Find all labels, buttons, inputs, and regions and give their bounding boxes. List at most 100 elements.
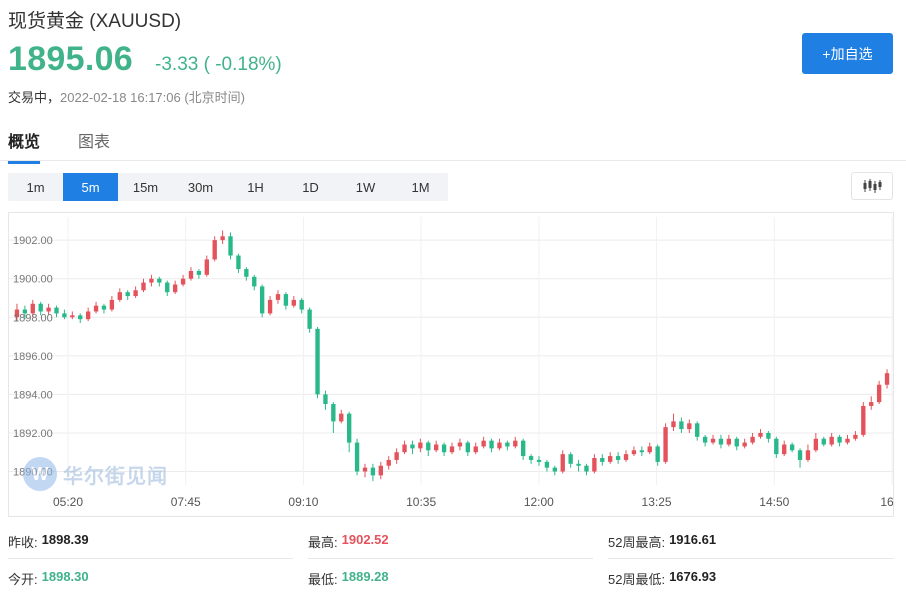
x-tick-label: 14:50	[759, 495, 789, 509]
period-1h[interactable]: 1H	[247, 179, 264, 195]
candle-body	[623, 454, 629, 460]
candle-body	[101, 305, 107, 310]
candle-body	[157, 278, 162, 283]
chart-type-button[interactable]	[851, 172, 893, 200]
candle-body	[513, 440, 518, 447]
candle-body	[876, 384, 882, 403]
candle-body	[22, 309, 28, 314]
stat-open: 今开: 1898.30	[8, 569, 89, 588]
candle-body	[370, 467, 376, 476]
candle-body	[78, 315, 83, 320]
candle-body	[702, 436, 708, 443]
candle-body	[125, 292, 130, 297]
candle-body	[70, 315, 75, 318]
candle-body	[734, 438, 739, 447]
candle-body	[378, 465, 383, 476]
tab-overview[interactable]: 概览	[8, 128, 41, 164]
candle-body	[14, 309, 20, 318]
candle-body	[813, 438, 819, 451]
candle-body	[821, 438, 826, 445]
candle-body	[331, 404, 336, 422]
candle-body	[259, 286, 265, 314]
period-1d[interactable]: 1D	[302, 179, 319, 195]
period-selector: 1m 5m 15m 30m 1H 1D 1W 1M	[8, 173, 448, 201]
x-tick-label: 10:35	[406, 495, 436, 509]
candle-body	[576, 463, 581, 466]
add-watchlist-button[interactable]: +加自选	[802, 33, 893, 74]
stat-value: 1916.61	[669, 532, 717, 547]
candle-body	[489, 440, 494, 449]
candle-body	[473, 446, 478, 453]
period-1w[interactable]: 1W	[355, 179, 376, 195]
tab-bar: 概览 图表	[8, 128, 148, 164]
x-tick-label: 09:10	[288, 495, 318, 509]
stat-value: 1898.30	[41, 569, 89, 584]
candle-body	[204, 259, 209, 275]
candle-body	[426, 442, 431, 451]
candle-body	[212, 240, 217, 260]
candle-body	[410, 444, 415, 449]
candle-body	[584, 465, 589, 472]
candle-body	[853, 434, 858, 439]
candle-body	[172, 284, 178, 293]
stat-value: 1889.28	[341, 569, 389, 584]
candle-body	[449, 446, 455, 453]
price-chart[interactable]: 1902.00 1900.00 1898.00 1896.00 1894.00 1892.…	[8, 212, 894, 517]
trading-status: 交易中，2022-02-18 16:17:06 (北京时间)	[8, 87, 245, 106]
period-1m[interactable]: 1m	[26, 179, 45, 195]
candle-body	[180, 278, 186, 285]
stat-label: 52周最高:	[608, 535, 666, 550]
candle-body	[758, 432, 763, 437]
candle-body	[307, 309, 312, 329]
candle-body	[497, 442, 502, 449]
stats-divider	[608, 558, 894, 559]
candle-body	[695, 423, 700, 437]
candle-body	[544, 461, 550, 468]
candle-body	[687, 423, 692, 430]
candle-body	[568, 454, 573, 464]
price-change: -3.33 ( -0.18%)	[155, 54, 282, 75]
candle-body	[726, 438, 732, 445]
candle-body	[505, 442, 510, 447]
candle-body	[869, 402, 874, 406]
candle-body	[845, 438, 850, 443]
price-row: 1895.06 -3.33 ( -0.18%)	[8, 40, 282, 79]
period-15m[interactable]: 15m	[132, 179, 159, 195]
stat-value: 1902.52	[341, 532, 389, 547]
stat-label: 最高:	[308, 535, 338, 550]
stat-prev-close: 昨收: 1898.39	[8, 532, 89, 551]
candle-body	[362, 467, 368, 472]
candle-body	[46, 307, 51, 312]
current-price: 1895.06	[8, 40, 134, 78]
candle-body	[536, 459, 542, 462]
period-1mo[interactable]: 1M	[411, 179, 430, 195]
candle-body	[465, 442, 470, 453]
candle-body	[188, 270, 194, 279]
candle-body	[85, 311, 91, 320]
candle-body	[789, 444, 795, 451]
candle-body	[323, 394, 328, 405]
candle-body	[402, 444, 407, 453]
candle-body	[766, 432, 771, 439]
candle-body	[600, 458, 605, 462]
stat-52w-low: 52周最低: 1676.93	[608, 569, 716, 588]
candle-body	[394, 452, 399, 460]
tab-chart[interactable]: 图表	[78, 134, 111, 151]
candle-body	[354, 442, 360, 472]
candle-body	[797, 450, 803, 460]
candle-body	[236, 255, 241, 270]
period-5m[interactable]: 5m	[63, 173, 118, 201]
watermark: W 华尔街见闻	[23, 457, 168, 491]
candle-body	[228, 236, 233, 256]
candle-body	[267, 299, 273, 314]
candle-body	[62, 313, 67, 318]
candle-body	[441, 444, 447, 453]
period-30m[interactable]: 30m	[187, 179, 214, 195]
candle-body	[196, 270, 202, 275]
stat-low: 最低: 1889.28	[308, 569, 389, 588]
candle-body	[655, 446, 660, 462]
tab-divider	[0, 160, 906, 161]
x-tick-label: 12:00	[524, 495, 554, 509]
watermark-logo-icon: W	[23, 457, 57, 491]
x-tick-label: 13:25	[642, 495, 672, 509]
